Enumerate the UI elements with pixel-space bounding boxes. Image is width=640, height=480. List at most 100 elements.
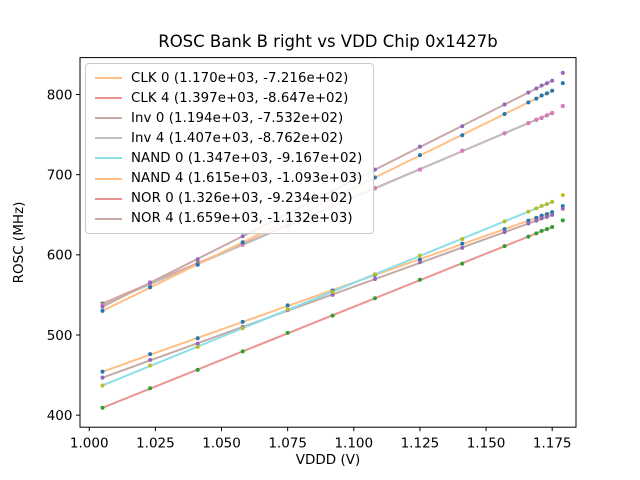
y-tick-label: 800	[47, 87, 73, 103]
data-point-nand-4	[460, 133, 465, 138]
data-point-inv-0	[534, 218, 539, 223]
legend-label: NAND 4 (1.615e+03, -1.093e+03)	[131, 171, 363, 187]
data-point-nor-4	[502, 102, 507, 107]
data-point-nand-0	[560, 193, 565, 198]
y-axis-label: ROSC (MHz)	[11, 202, 27, 284]
data-point-nand-4	[526, 100, 531, 105]
data-point-nor-4	[417, 144, 422, 149]
data-point-inv-0	[526, 221, 531, 226]
data-point-nor-4	[560, 70, 565, 75]
data-point-nand-0	[460, 236, 465, 241]
data-point-inv-0	[502, 230, 507, 235]
data-point-nor-4	[240, 234, 245, 239]
legend-item-nor-0: NOR 0 (1.326e+03, -9.234e+02)	[95, 189, 367, 209]
legend-label: Inv 0 (1.194e+03, -7.532e+02)	[131, 110, 344, 126]
legend-line-sample	[95, 217, 122, 220]
data-point-nor-0	[502, 244, 507, 249]
data-point-inv-0	[539, 216, 544, 221]
legend-label: NAND 0 (1.347e+03, -9.167e+02)	[131, 150, 363, 166]
data-point-clk-0	[195, 336, 200, 341]
data-point-inv-4	[526, 121, 531, 126]
legend-line-sample	[95, 137, 122, 140]
data-point-nor-0	[417, 277, 422, 282]
x-tick-label: 1.100	[334, 436, 373, 452]
legend-item-inv-4: Inv 4 (1.407e+03, -8.762e+02)	[95, 128, 367, 148]
data-point-inv-0	[372, 277, 377, 282]
chart-title: ROSC Bank B right vs VDD Chip 0x1427b	[158, 32, 498, 51]
legend-item-nand-0: NAND 0 (1.347e+03, -9.167e+02)	[95, 148, 367, 168]
data-point-nand-4	[240, 240, 245, 245]
data-point-nor-0	[550, 225, 555, 230]
data-point-inv-4	[560, 103, 565, 108]
x-tick-label: 1.125	[401, 436, 440, 452]
data-point-inv-0	[100, 375, 105, 380]
data-point-clk-0	[534, 215, 539, 220]
data-point-inv-0	[148, 357, 153, 362]
legend-line-sample	[95, 117, 122, 120]
data-point-nand-0	[526, 209, 531, 214]
data-point-inv-4	[550, 110, 555, 115]
data-point-nor-4	[526, 90, 531, 95]
x-tick-label: 1.150	[467, 436, 506, 452]
legend-item-nor-4: NOR 4 (1.659e+03, -1.132e+03)	[95, 209, 367, 229]
fit-line-nor-0	[101, 226, 554, 409]
fit-line-inv-0	[101, 213, 554, 379]
data-point-inv-4	[502, 131, 507, 136]
data-point-nand-4	[534, 96, 539, 101]
data-point-nand-0	[544, 202, 549, 207]
data-point-nor-0	[240, 349, 245, 354]
data-point-inv-0	[417, 260, 422, 265]
data-point-clk-0	[285, 303, 290, 308]
legend-line-sample	[95, 177, 122, 180]
x-tick-label: 1.075	[268, 436, 307, 452]
x-tick-label: 1.175	[533, 436, 572, 452]
data-point-nand-0	[240, 326, 245, 331]
data-point-nor-0	[560, 218, 565, 223]
data-point-nor-0	[544, 227, 549, 232]
data-point-nand-0	[417, 253, 422, 258]
data-point-nor-4	[100, 304, 105, 309]
legend-line-sample	[95, 77, 122, 80]
data-point-inv-0	[560, 206, 565, 211]
x-tick-label: 1.025	[136, 436, 175, 452]
legend-label: Inv 4 (1.407e+03, -8.762e+02)	[131, 130, 344, 146]
data-point-nor-0	[148, 386, 153, 391]
data-point-inv-4	[539, 115, 544, 120]
data-point-inv-4	[417, 167, 422, 172]
legend-label: CLK 4 (1.397e+03, -8.647e+02)	[131, 90, 349, 106]
data-point-nand-0	[550, 199, 555, 204]
data-point-inv-0	[460, 245, 465, 250]
legend-label: NOR 0 (1.326e+03, -9.234e+02)	[131, 191, 353, 207]
data-point-nor-0	[100, 405, 105, 410]
data-point-nor-0	[285, 330, 290, 335]
data-point-nand-4	[195, 262, 200, 267]
data-point-nor-4	[534, 86, 539, 91]
y-tick-label: 600	[47, 248, 73, 264]
x-axis-label: VDDD (V)	[296, 452, 360, 468]
data-point-inv-4	[460, 148, 465, 153]
legend-item-nand-4: NAND 4 (1.615e+03, -1.093e+03)	[95, 168, 367, 188]
data-point-nor-0	[539, 228, 544, 233]
data-point-nor-0	[460, 261, 465, 266]
data-point-nor-4	[539, 83, 544, 88]
data-point-clk-0	[460, 241, 465, 246]
x-tick-label: 1.050	[202, 436, 241, 452]
data-point-nand-4	[539, 93, 544, 98]
data-point-clk-0	[148, 352, 153, 357]
data-point-nor-0	[526, 234, 531, 239]
data-point-clk-0	[526, 218, 531, 223]
data-point-nand-0	[539, 203, 544, 208]
data-point-nor-0	[330, 313, 335, 318]
data-point-nand-4	[544, 91, 549, 96]
data-point-nor-0	[195, 367, 200, 372]
legend-line-sample	[95, 197, 122, 200]
data-point-inv-0	[330, 292, 335, 297]
x-tick-label: 1.000	[70, 436, 109, 452]
data-point-nand-0	[372, 272, 377, 277]
data-point-nand-4	[100, 308, 105, 313]
data-point-inv-0	[550, 212, 555, 217]
y-tick-label: 500	[47, 328, 73, 344]
legend: CLK 0 (1.170e+03, -7.216e+02) CLK 4 (1.39…	[85, 63, 374, 234]
data-point-nand-0	[195, 345, 200, 350]
legend-line-sample	[95, 157, 122, 160]
